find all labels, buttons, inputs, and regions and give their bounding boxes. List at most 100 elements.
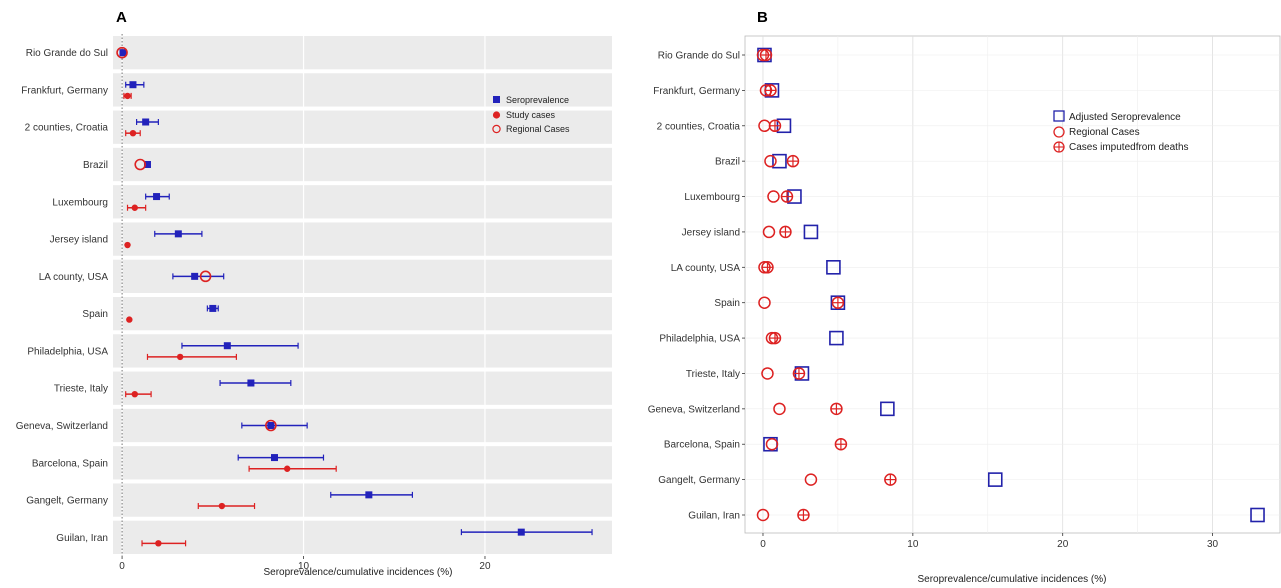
seroprevalence-point: [191, 272, 199, 280]
study-cases-point: [283, 465, 291, 472]
category-label: Trieste, Italy: [54, 384, 108, 395]
regional-cases-point: [756, 508, 770, 522]
adjusted-seroprevalence-point: [1250, 507, 1265, 523]
category-label: Gangelt, Germany: [658, 475, 740, 486]
facet-strip: [113, 147, 612, 182]
x-tick-label: 0: [119, 561, 125, 572]
category-label: Rio Grande do Sul: [658, 51, 740, 62]
facet-strip: [113, 334, 612, 368]
regional-cases-point: [764, 154, 777, 168]
facet-strip: [113, 408, 612, 443]
seroprevalence-point: [247, 379, 255, 387]
seroprevalence-point: [209, 304, 217, 312]
facet-strip: [113, 483, 612, 517]
category-label: Spain: [82, 309, 108, 320]
seroprevalence-point: [267, 422, 275, 429]
category-label: LA county, USA: [39, 272, 109, 283]
panel-b-chart: Rio Grande do Sul Frankfurt, Germany 2 cou…: [648, 35, 1281, 550]
legend-regional-cases-swatch: [492, 124, 501, 134]
facet-strip: [113, 110, 612, 144]
seroprevalence-point: [270, 454, 278, 462]
study-cases-point: [155, 540, 162, 547]
adjusted-seroprevalence-point: [829, 330, 844, 346]
facet-strip: [113, 185, 612, 219]
category-label: 2 counties, Croatia: [657, 121, 741, 132]
panel-a-x-axis-title: Seroprevalence/cumulative incidences (%): [264, 567, 453, 578]
category-label: Geneva, Switzerland: [648, 404, 740, 415]
legend-study-cases-label: Study cases: [506, 110, 556, 120]
category-label: Jersey island: [50, 235, 108, 246]
category-label: LA county, USA: [671, 263, 741, 274]
panel-b-frame: [744, 35, 1281, 534]
category-label: Barcelona, Spain: [32, 458, 108, 469]
x-tick-label: 10: [907, 539, 919, 550]
x-tick-label: 20: [1057, 539, 1069, 550]
category-label: Barcelona, Spain: [664, 440, 740, 451]
category-label: Rio Grande do Sul: [26, 48, 108, 59]
adjusted-seroprevalence-point: [772, 153, 787, 169]
seroprevalence-point: [119, 49, 127, 57]
adjusted-seroprevalence-point: [803, 224, 819, 240]
category-label: Jersey island: [682, 227, 740, 238]
adjusted-seroprevalence-point: [830, 295, 846, 310]
legend-regional-swatch: [1053, 126, 1065, 138]
facet-strip: [113, 297, 612, 331]
adjusted-seroprevalence-point: [826, 260, 841, 275]
category-label: 2 counties, Croatia: [25, 123, 109, 134]
x-tick-label: 20: [479, 561, 491, 572]
panel-a-letter: A: [116, 9, 127, 26]
study-cases-point: [124, 241, 131, 249]
category-label: Luxembourg: [52, 197, 108, 208]
category-label: Guilan, Iran: [688, 511, 740, 522]
regional-cases-point: [804, 473, 818, 486]
facet-strip: [113, 520, 612, 554]
category-label: Brazil: [83, 160, 108, 171]
regional-cases-point: [758, 296, 771, 309]
category-label: Philadelphia, USA: [659, 334, 740, 345]
panel-a-chart: Rio Grande do Sul Frankfurt, Germany 2 cou…: [16, 34, 612, 572]
legend-regional-label: Regional Cases: [1069, 127, 1140, 138]
legend-imputed-label: Cases imputedfrom deaths: [1069, 142, 1189, 153]
facet-strip: [113, 36, 612, 70]
seroprevalence-point: [365, 491, 373, 499]
regional-cases-point: [762, 225, 776, 239]
panel-b-letter: B: [757, 9, 768, 26]
seroprevalence-point: [129, 81, 137, 89]
category-label: Trieste, Italy: [686, 369, 740, 380]
legend-regional-cases-label: Regional Cases: [506, 124, 570, 134]
category-label: Guilan, Iran: [56, 533, 108, 544]
regional-cases-point: [265, 419, 277, 432]
study-cases-point: [129, 129, 137, 137]
seroprevalence-point: [223, 342, 231, 350]
category-label: Philadelphia, USA: [27, 346, 108, 357]
category-label: Frankfurt, Germany: [21, 85, 108, 96]
study-cases-point: [131, 390, 138, 398]
seroprevalence-point: [174, 230, 182, 238]
legend-adjusted-swatch: [1053, 110, 1065, 122]
regional-cases-point: [765, 437, 779, 451]
legend-imputed-swatch: [1053, 141, 1065, 153]
study-cases-point: [218, 502, 226, 510]
study-cases-point: [176, 353, 184, 361]
category-label: Spain: [714, 298, 740, 309]
regional-cases-point: [199, 270, 212, 283]
category-label: Gangelt, Germany: [26, 496, 108, 507]
seroprevalence-point: [153, 193, 161, 201]
adjusted-seroprevalence-point: [880, 401, 895, 417]
seroprevalence-point: [517, 528, 525, 536]
regional-cases-point: [761, 367, 774, 380]
study-cases-point: [131, 204, 138, 211]
legend-study-cases-swatch: [492, 111, 501, 119]
facet-strip: [113, 446, 612, 480]
facet-strip: [113, 73, 612, 107]
seroprevalence-point: [143, 161, 151, 168]
x-tick-label: 10: [298, 561, 310, 572]
legend-adjusted-label: Adjusted Seroprevalence: [1069, 112, 1181, 123]
study-cases-point: [124, 92, 131, 100]
x-tick-label: 30: [1207, 539, 1219, 550]
facet-strip: [113, 222, 612, 256]
legend-seroprevalence-label: Seroprevalence: [506, 95, 569, 105]
category-label: Luxembourg: [684, 192, 740, 203]
facet-strip: [113, 371, 612, 405]
